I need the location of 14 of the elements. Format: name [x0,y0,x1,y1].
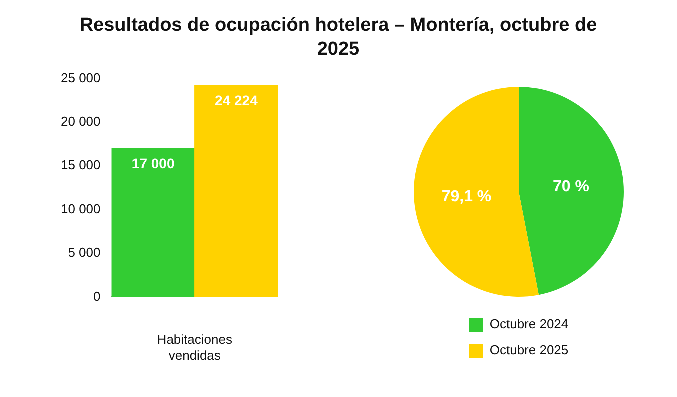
x-axis-title: Habitaciones vendidas [157,332,233,363]
y-tick-label: 15 000 [60,158,101,173]
y-tick-label: 25 000 [60,70,101,86]
data-label: 70 % [553,178,590,196]
y-tick-label: 10 000 [60,201,101,216]
data-label: 17 000 [132,156,175,172]
text: Resultados de ocupación hotelera – Montería, octubre de 2025 [78,14,598,62]
y-tick-label: 5 000 [68,245,101,260]
data-label: 24 224 [215,92,258,108]
legend-label: Octubre 2024 [490,316,569,332]
y-tick-label: 20 000 [60,114,101,130]
y-tick-label: 0 [94,288,101,304]
data-label: 79,1 % [442,188,492,206]
legend-label: Octubre 2025 [490,342,569,358]
